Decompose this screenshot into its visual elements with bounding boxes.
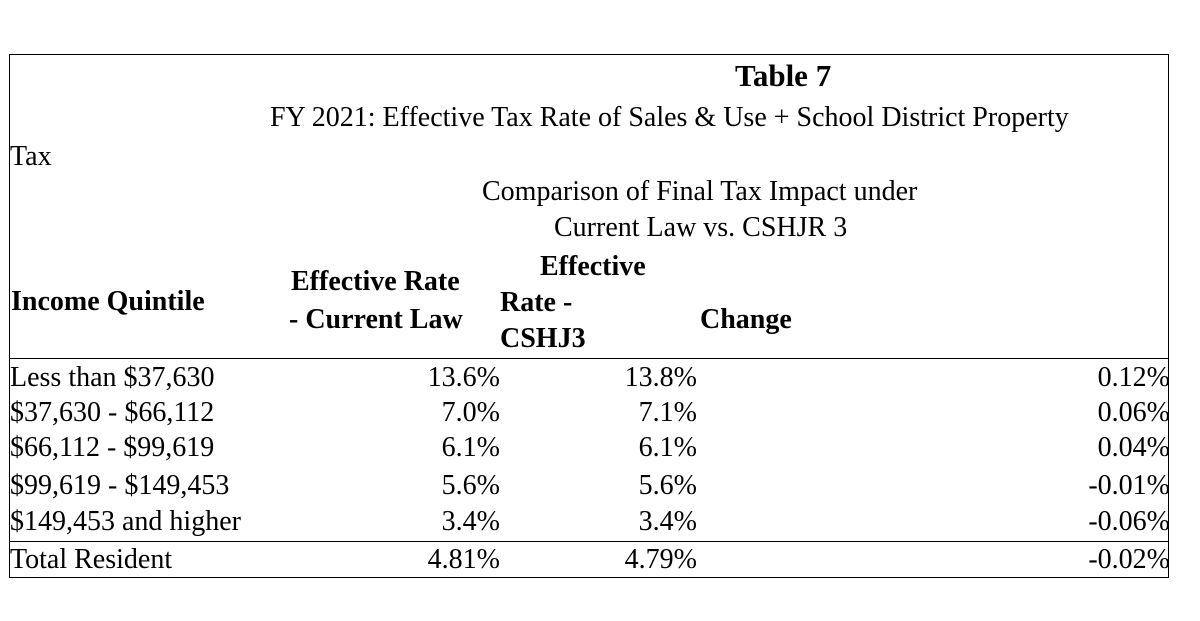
row-change: 0.04%	[1097, 432, 1170, 463]
total-cshj3-rate: 4.79%	[624, 544, 697, 575]
total-label: Total Resident	[10, 544, 173, 575]
header-divider	[9, 358, 1169, 359]
row-cshj3-rate: 3.4%	[638, 506, 697, 537]
row-change: -0.06%	[1088, 506, 1170, 537]
header-current-law-line1: Effective Rate	[291, 266, 460, 297]
row-cshj3-rate: 13.8%	[624, 362, 697, 393]
row-quintile: $66,112 - $99,619	[10, 432, 215, 463]
row-cshj3-rate: 7.1%	[638, 397, 697, 428]
row-quintile: $99,619 - $149,453	[10, 470, 230, 501]
row-current-law-rate: 5.6%	[441, 470, 500, 501]
table-title: Table 7	[735, 58, 832, 93]
header-cshj3-line2: Rate -	[500, 287, 573, 318]
row-cshj3-rate: 6.1%	[638, 432, 697, 463]
table-subtitle-continued: Tax	[10, 141, 52, 172]
table-subtitle: FY 2021: Effective Tax Rate of Sales & U…	[270, 102, 1069, 133]
row-change: 0.12%	[1097, 362, 1170, 393]
row-quintile: $149,453 and higher	[10, 506, 241, 537]
header-change: Change	[700, 304, 792, 335]
total-divider	[9, 541, 1169, 542]
total-change: -0.02%	[1088, 544, 1170, 575]
table-frame	[9, 54, 1169, 578]
header-income-quintile: Income Quintile	[11, 286, 205, 317]
row-current-law-rate: 7.0%	[441, 397, 500, 428]
row-change: 0.06%	[1097, 397, 1170, 428]
row-cshj3-rate: 5.6%	[638, 470, 697, 501]
row-current-law-rate: 13.6%	[427, 362, 500, 393]
row-current-law-rate: 6.1%	[441, 432, 500, 463]
header-cshj3-line1: Effective	[540, 251, 646, 282]
comparison-caption-continued: Current Law vs. CSHJR 3	[554, 212, 848, 243]
row-current-law-rate: 3.4%	[441, 506, 500, 537]
row-quintile: Less than $37,630	[10, 362, 215, 393]
row-quintile: $37,630 - $66,112	[10, 397, 215, 428]
total-current-law-rate: 4.81%	[427, 544, 500, 575]
header-current-law-line2: - Current Law	[289, 304, 463, 335]
header-cshj3-line3: CSHJ3	[500, 323, 586, 354]
row-change: -0.01%	[1088, 470, 1170, 501]
comparison-caption: Comparison of Final Tax Impact under	[482, 176, 918, 207]
